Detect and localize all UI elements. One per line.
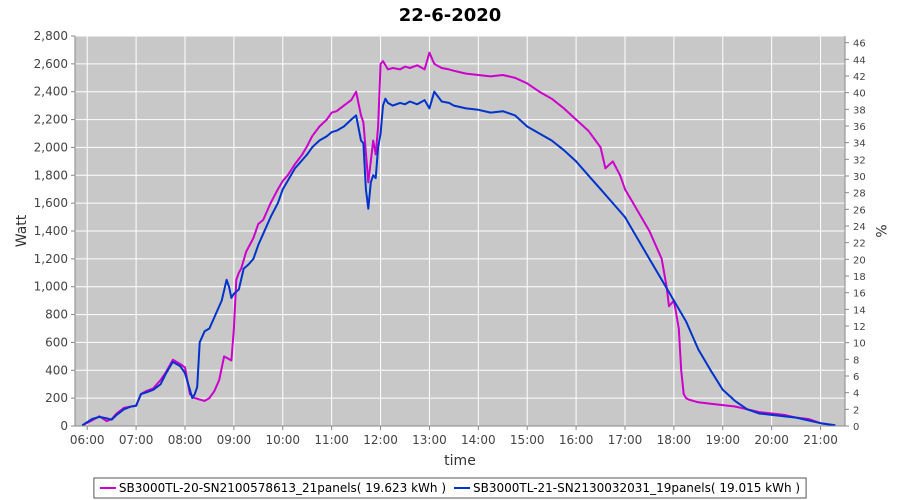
y2-tick-label: 2 — [853, 405, 859, 416]
y-tick-label: 2,600 — [34, 57, 68, 71]
y-tick-label: 600 — [45, 335, 68, 349]
x-tick-label: 14:00 — [461, 433, 496, 447]
y2-tick-label: 20 — [853, 255, 866, 266]
y2-tick-label: 42 — [853, 72, 866, 83]
legend-label: SB3000TL-21-SN2130032031_19panels( 19.01… — [473, 481, 800, 495]
x-tick-label: 18:00 — [657, 433, 692, 447]
y2-tick-label: 26 — [853, 205, 866, 216]
x-tick-label: 10:00 — [265, 433, 300, 447]
y2-tick-label: 18 — [853, 272, 866, 283]
x-tick-label: 15:00 — [510, 433, 545, 447]
y2-tick-label: 38 — [853, 105, 866, 116]
x-tick-label: 07:00 — [119, 433, 154, 447]
series-line-2 — [81, 90, 836, 427]
y2-tick-label: 12 — [853, 322, 866, 333]
y2-tick-label: 28 — [853, 189, 866, 200]
y2-tick-label: 40 — [853, 89, 866, 100]
x-tick-label: 13:00 — [412, 433, 447, 447]
y-tick-label: 2,400 — [34, 85, 68, 99]
series-layer — [81, 51, 836, 427]
chart-title: 22-6-2020 — [399, 5, 502, 26]
x-tick-label: 09:00 — [217, 433, 252, 447]
y2-tick-label: 16 — [853, 289, 866, 300]
y2-tick-label: 10 — [853, 339, 866, 350]
y2-tick-label: 4 — [853, 389, 859, 400]
y2-tick-label: 44 — [853, 55, 866, 66]
y2-tick-label: 0 — [853, 422, 859, 433]
x-tick-label: 16:00 — [559, 433, 594, 447]
legend: SB3000TL-20-SN2100578613_21panels( 19.62… — [93, 477, 807, 499]
y-tick-label: 400 — [45, 363, 68, 377]
y2-tick-label: 36 — [853, 122, 866, 133]
x-ticks: 06:00 07:00 08:00 09:00 10:00 11:00 12:00 13:00… — [70, 426, 838, 447]
y-tick-label: 1,800 — [34, 168, 68, 182]
series-line-1 — [81, 51, 836, 427]
y-tick-label: 2,200 — [34, 113, 68, 127]
x-tick-label: 08:00 — [168, 433, 203, 447]
y-tick-label: 800 — [45, 308, 68, 322]
y-tick-label: 1,400 — [34, 224, 68, 238]
x-tick-label: 21:00 — [803, 433, 838, 447]
x-tick-label: 11:00 — [314, 433, 349, 447]
x-tick-label: 20:00 — [754, 433, 789, 447]
y2-tick-label: 34 — [853, 139, 866, 150]
legend-box — [93, 477, 807, 499]
x-tick-label: 17:00 — [608, 433, 643, 447]
y-ticks: 0 200 400 600 800 1,000 1,200 1,400 1,600 1,800 2,… — [34, 29, 75, 433]
y-tick-label: 200 — [45, 391, 68, 405]
x-axis-title: time — [444, 453, 476, 469]
x-tick-label: 12:00 — [363, 433, 398, 447]
y2-tick-label: 32 — [853, 155, 866, 166]
x-tick-label: 19:00 — [705, 433, 740, 447]
y2-tick-label: 22 — [853, 239, 866, 250]
y-axis-title: Watt — [14, 214, 30, 247]
y2-axis-title: % — [872, 224, 888, 237]
y-tick-label: 1,200 — [34, 252, 68, 266]
y-tick-label: 1,000 — [34, 280, 68, 294]
y2-ticks: 0246810121416182022242628303234363840424… — [845, 39, 866, 433]
y-tick-label: 2,000 — [34, 140, 68, 154]
y2-tick-label: 8 — [853, 355, 859, 366]
y2-tick-label: 30 — [853, 172, 866, 183]
grid-layer — [75, 35, 845, 427]
y-tick-label: 1,600 — [34, 196, 68, 210]
y2-tick-label: 14 — [853, 305, 866, 316]
y2-tick-label: 46 — [853, 39, 866, 50]
legend-label: SB3000TL-20-SN2100578613_21panels( 19.62… — [119, 481, 446, 495]
y2-tick-label: 6 — [853, 372, 859, 383]
y-tick-label: 0 — [60, 419, 68, 433]
y-tick-label: 2,800 — [34, 29, 68, 43]
y2-tick-label: 24 — [853, 222, 866, 233]
x-tick-label: 06:00 — [70, 433, 105, 447]
